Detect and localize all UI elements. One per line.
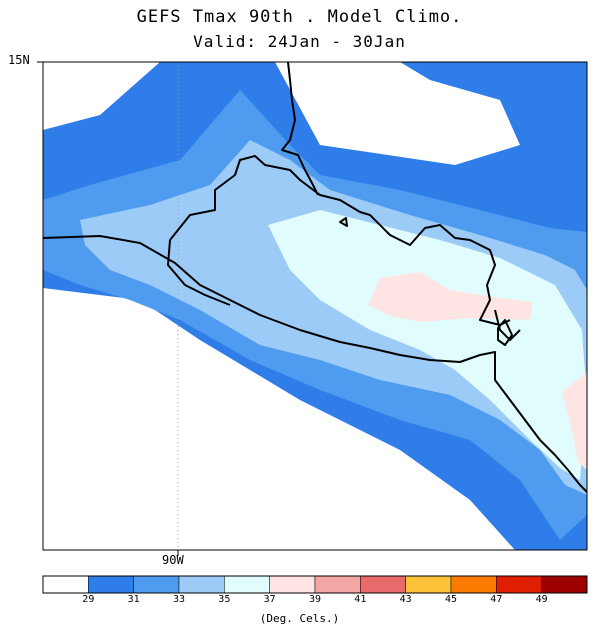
legend-tick-label: 33 [172,594,186,605]
legend-tick-label: 37 [263,594,276,605]
legend-units: (Deg. Cels.) [259,612,340,625]
band-33-35 [80,140,587,495]
legend-tick-label: 49 [535,594,548,605]
legend-swatch [496,575,542,594]
legend-swatch [405,575,452,594]
temperature-field [43,62,587,550]
legend-swatch [450,575,497,594]
legend-tick-label: 41 [354,594,367,605]
country-border-west [167,239,231,306]
legend-tick-label: 47 [490,594,503,605]
legend-frame [42,575,588,594]
legend-swatch [314,575,361,594]
lat-label-15n: 15N [8,53,30,67]
coastlines [42,61,588,493]
chart-title: GEFS Tmax 90th . Model Climo. [136,7,463,27]
country-border-east [494,309,521,341]
legend-tick-label: 31 [127,594,140,605]
legend-tick-label: 45 [444,594,458,605]
northern-border [169,155,511,326]
lake-outline [339,217,348,227]
band-35-37 [268,210,587,480]
chart-subtitle: Valid: 24Jan - 30Jan [193,32,406,51]
legend-swatch [88,575,134,594]
color-legend [42,575,588,594]
legend-tick-label: 39 [308,594,322,605]
legend-swatch [42,575,89,594]
legend-swatch [224,575,270,594]
map-frame [42,61,588,551]
legend-swatch [541,575,588,594]
lon-label-90w: 90W [162,553,184,567]
legend-tick-label: 35 [218,594,231,605]
gulf-fonseca [497,319,513,346]
band-37-39-east [562,372,587,470]
pacific-coastline [42,235,588,493]
legend-swatch [178,575,225,594]
legend-tick-label: 29 [82,594,95,605]
legend-swatch [269,575,316,594]
legend-swatch [360,575,406,594]
belize-coast [281,61,319,196]
legend-swatch [133,575,180,594]
band-37-39 [368,272,533,322]
legend-tick-label: 43 [399,594,412,605]
